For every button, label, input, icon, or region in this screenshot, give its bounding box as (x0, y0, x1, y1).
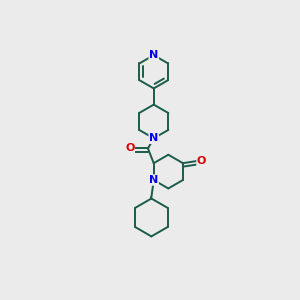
Text: N: N (149, 50, 158, 60)
Text: N: N (149, 175, 158, 185)
Text: O: O (125, 143, 134, 153)
Text: N: N (149, 133, 158, 143)
Text: O: O (197, 156, 206, 166)
